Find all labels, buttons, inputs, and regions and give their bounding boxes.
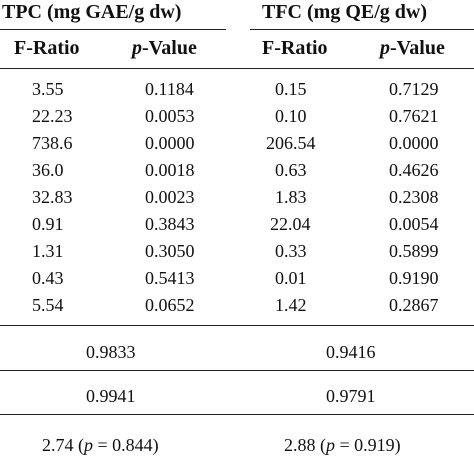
tfc-f-ratio-cell: 22.04: [270, 214, 311, 234]
tpc-f-ratio-cell: 0.43: [32, 268, 64, 288]
tpc-group-header: TPC (mg GAE/g dw): [2, 1, 182, 23]
tfc-p-value-cell: 0.9190: [389, 268, 439, 288]
tpc-p-value-cell: 0.3050: [145, 241, 195, 261]
tfc-p-value-cell: 0.4626: [389, 160, 439, 180]
tfc-p-value-header: p-Value: [380, 37, 445, 59]
tpc-p-value-header: p-Value: [132, 37, 197, 59]
tfc-f-ratio-cell: 1.42: [275, 295, 307, 315]
tfc-f-ratio-cell: 0.33: [275, 241, 307, 261]
tfc-summary-value-2: 0.9791: [326, 386, 376, 406]
subheader-rule: [0, 68, 474, 69]
tpc-f-ratio-cell: 0.91: [32, 214, 64, 234]
tfc-summary-value-1: 0.9416: [326, 342, 376, 362]
tfc-p-value-cell: 0.2867: [389, 295, 439, 315]
tpc-p-value-cell: 0.1184: [145, 79, 194, 99]
tpc-lack-of-fit: 2.74 (p = 0.844): [42, 435, 159, 455]
tpc-f-ratio-cell: 1.31: [32, 241, 64, 261]
summary-rule-2: [0, 414, 474, 415]
tfc-p-value-cell: 0.0054: [389, 214, 439, 234]
tpc-header-rule: [0, 29, 226, 30]
tpc-p-value-cell: 0.0053: [145, 106, 195, 126]
tfc-group-header: TFC (mg QE/g dw): [262, 1, 427, 23]
tfc-f-ratio-header: F-Ratio: [262, 37, 328, 59]
tfc-f-ratio-cell: 0.10: [275, 106, 307, 126]
tpc-summary-value-1: 0.9833: [86, 342, 136, 362]
tpc-summary-value-2: 0.9941: [86, 386, 136, 406]
tpc-f-ratio-cell: 22.23: [32, 106, 73, 126]
data-end-rule: [0, 325, 474, 326]
tpc-p-value-cell: 0.0018: [145, 160, 195, 180]
tfc-p-value-cell: 0.7621: [389, 106, 439, 126]
summary-rule-1: [0, 370, 474, 371]
tfc-f-ratio-cell: 0.63: [275, 160, 307, 180]
tpc-p-value-cell: 0.0652: [145, 295, 195, 315]
tpc-p-value-cell: 0.3843: [145, 214, 195, 234]
tfc-f-ratio-cell: 206.54: [266, 133, 316, 153]
tfc-header-rule: [250, 29, 474, 30]
tpc-f-ratio-cell: 36.0: [32, 160, 64, 180]
tpc-f-ratio-header: F-Ratio: [14, 37, 80, 59]
tpc-f-ratio-cell: 5.54: [32, 295, 64, 315]
tpc-f-ratio-cell: 3.55: [32, 79, 64, 99]
tpc-f-ratio-cell: 738.6: [32, 133, 73, 153]
tfc-f-ratio-cell: 0.01: [275, 268, 307, 288]
tfc-p-value-cell: 0.0000: [389, 133, 439, 153]
tfc-f-ratio-cell: 0.15: [275, 79, 307, 99]
tpc-p-value-cell: 0.0023: [145, 187, 195, 207]
tpc-p-value-cell: 0.0000: [145, 133, 195, 153]
tfc-p-value-cell: 0.2308: [389, 187, 439, 207]
tpc-p-value-cell: 0.5413: [145, 268, 195, 288]
tfc-f-ratio-cell: 1.83: [275, 187, 307, 207]
tfc-p-value-cell: 0.7129: [389, 79, 439, 99]
tpc-f-ratio-cell: 32.83: [32, 187, 73, 207]
tfc-lack-of-fit: 2.88 (p = 0.919): [284, 435, 401, 455]
tfc-p-value-cell: 0.5899: [389, 241, 439, 261]
